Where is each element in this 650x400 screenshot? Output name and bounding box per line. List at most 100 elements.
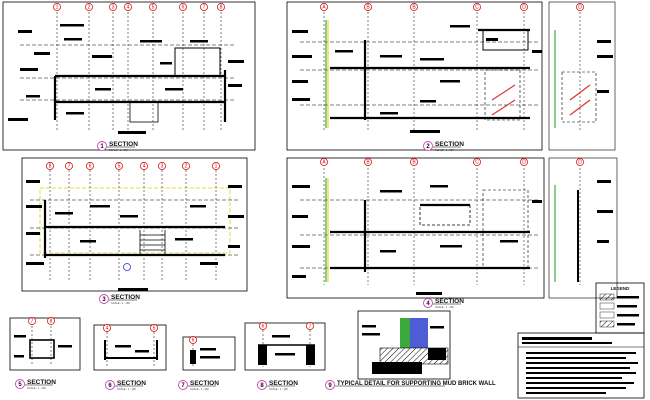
grid-bubble: [179, 3, 187, 11]
grid-label: B: [366, 5, 370, 11]
grid-bubble: [124, 3, 132, 11]
grid-label: 2: [88, 5, 91, 11]
view-title: SECTION: [111, 294, 140, 301]
section-2-scale-bar: [410, 130, 440, 133]
view-title: SECTION: [435, 298, 464, 305]
grid-label: D: [578, 160, 582, 166]
view-number: 1: [100, 144, 104, 150]
grid-bubble: [410, 3, 418, 11]
view-number-circle: [325, 380, 335, 390]
view-number-circle: [97, 141, 107, 151]
grid-label: B: [366, 160, 370, 166]
section-4-scale-bar: [416, 292, 442, 295]
grid-label: 1: [215, 164, 218, 170]
grid-label: B: [412, 160, 416, 166]
grid-bubble: [109, 3, 117, 11]
view-number-circle: [105, 380, 115, 390]
grid-bubble: [158, 162, 166, 170]
grid-bubble: [115, 162, 123, 170]
grid-bubble: [576, 3, 584, 11]
grid-label: A: [322, 5, 326, 11]
grid-label: 8: [50, 319, 53, 325]
grid-label: 8: [49, 164, 52, 170]
grid-label: C: [475, 5, 479, 11]
view-title: SECTION: [190, 380, 219, 387]
section-1-view: 1 2 3 4 5 6 7 8: [2, 1, 256, 151]
section-1-scale-bar: [118, 131, 146, 134]
grid-label: 7: [68, 164, 71, 170]
view-number: 6: [108, 383, 112, 389]
legend-title: LEGEND: [611, 286, 631, 291]
grid-label: 2: [185, 164, 188, 170]
grid-label: 3: [112, 5, 115, 11]
section-2-frame: [286, 1, 543, 151]
notes-block: [517, 332, 645, 399]
grid-bubble: [520, 158, 528, 166]
grid-bubble: [364, 3, 372, 11]
view-number: 9: [328, 383, 332, 389]
section-2-side-frame: [548, 1, 616, 151]
section-9-detail-view: [357, 310, 451, 380]
grid-bubble: [259, 322, 267, 330]
grid-label: 4: [143, 164, 146, 170]
view-title: SECTION: [269, 380, 298, 387]
view-number-circle: [423, 141, 433, 151]
grid-label: 8: [220, 5, 223, 11]
section-4-side-frame: [548, 157, 618, 299]
grid-label: A: [322, 160, 326, 166]
grid-label: 6: [262, 324, 265, 330]
view-title: SECTION: [109, 141, 138, 148]
view-number: 2: [426, 144, 430, 150]
grid-label: 5: [153, 326, 156, 332]
grid-label: 5: [152, 5, 155, 11]
grid-label: 7: [203, 5, 206, 11]
grid-bubble: [149, 3, 157, 11]
grid-bubble: [576, 158, 584, 166]
view-scale: SCALE - 1 : 100: [435, 305, 454, 309]
grid-bubble: [212, 162, 220, 170]
view-number-circle: [15, 379, 25, 389]
view-scale: SCALE - 1 : 100: [435, 148, 454, 152]
grid-label: 6: [182, 5, 185, 11]
grid-bubble: [47, 317, 55, 325]
section-7-view: 6: [182, 336, 236, 371]
grid-label: 7: [309, 324, 312, 330]
grid-bubble: [28, 317, 36, 325]
grid-bubble: [473, 158, 481, 166]
grid-bubble: [410, 158, 418, 166]
view-scale: SCALE - 1 : 100: [269, 387, 288, 391]
section-3-view: 8 7 6 5 4 3 2 1: [21, 157, 248, 292]
grid-label: 1: [56, 5, 59, 11]
grid-bubble: [200, 3, 208, 11]
grid-bubble: [103, 324, 111, 332]
section-4-frame: [286, 157, 545, 299]
view-number: 7: [181, 383, 185, 389]
section-3-scale-bar: [118, 288, 148, 291]
grid-label: B: [412, 5, 416, 11]
view-scale: SCALE - 1 : 100: [109, 148, 128, 152]
grid-bubble: [86, 162, 94, 170]
legend-box: LEGEND: [595, 282, 645, 334]
grid-bubble: [306, 322, 314, 330]
grid-label: D: [522, 160, 526, 166]
view-number: 5: [18, 382, 22, 388]
view-scale: SCALE - 1 : 100: [190, 387, 209, 391]
grid-bubble: [473, 3, 481, 11]
grid-bubble: [182, 162, 190, 170]
grid-bubble: [46, 162, 54, 170]
grid-label: 4: [127, 5, 130, 11]
view-number-circle: [257, 380, 267, 390]
grid-label: 3: [161, 164, 164, 170]
grid-bubble: [150, 324, 158, 332]
view-number-circle: [423, 298, 433, 308]
view-number: 3: [102, 297, 106, 303]
view-title: SECTION: [27, 379, 56, 386]
view-title: SECTION: [435, 141, 464, 148]
grid-bubble: [85, 3, 93, 11]
